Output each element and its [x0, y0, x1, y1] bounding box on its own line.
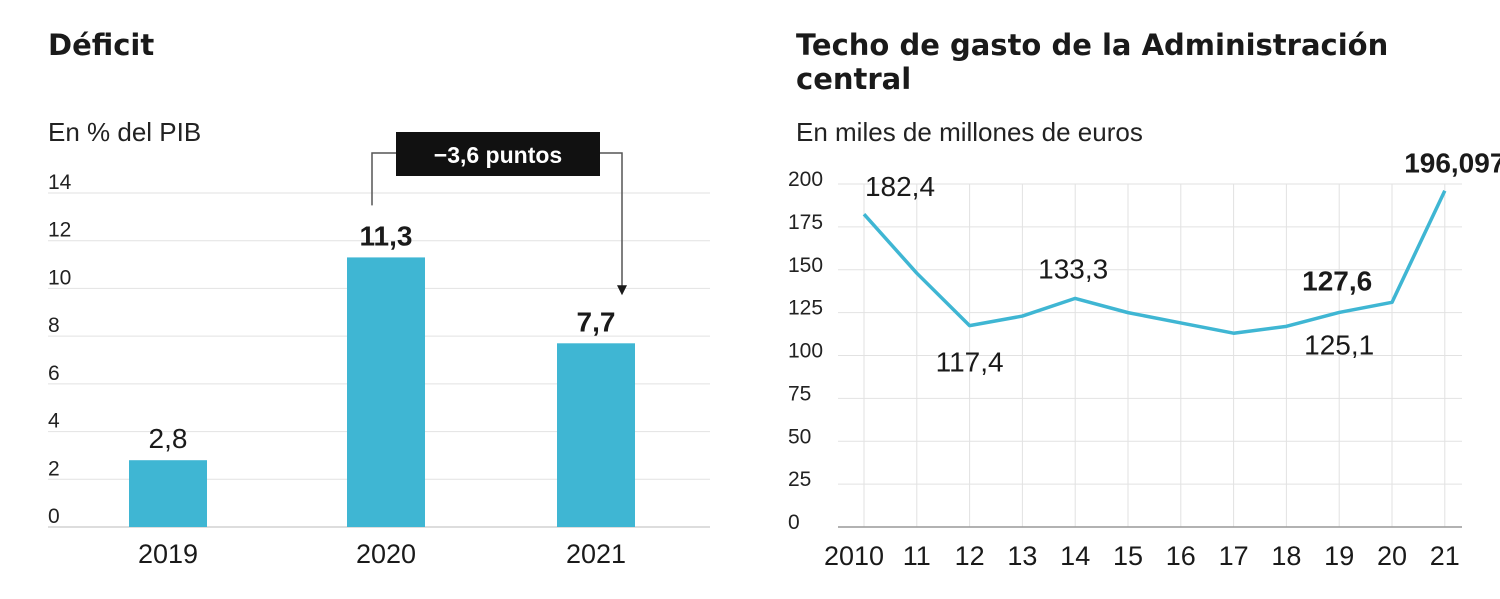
deficit-x-tick-label: 2019 — [138, 539, 198, 569]
spending-x-tick-label: 16 — [1166, 541, 1196, 571]
spending-y-tick-label: 50 — [788, 425, 811, 448]
spending-point-label: 117,4 — [936, 347, 1004, 378]
spending-x-tick-label: 2010 — [824, 541, 884, 571]
spending-y-tick-label: 25 — [788, 468, 811, 491]
deficit-y-tick-label: 6 — [48, 362, 60, 385]
spending-point-label: 133,3 — [1038, 253, 1108, 284]
deficit-x-tick-label: 2021 — [566, 539, 626, 569]
spending-x-tick-label: 18 — [1271, 541, 1301, 571]
deficit-y-tick-label: 0 — [48, 505, 60, 528]
deficit-bar — [129, 460, 207, 527]
spending-x-tick-label: 12 — [955, 541, 985, 571]
spending-x-tick-label: 19 — [1324, 541, 1354, 571]
annotation-arrowhead — [617, 285, 627, 296]
spending-y-tick-label: 100 — [788, 340, 823, 363]
deficit-chart-title: Déficit — [48, 28, 155, 62]
deficit-bar — [347, 257, 425, 527]
deficit-y-tick-label: 14 — [48, 171, 72, 194]
spending-point-label: 125,1 — [1304, 329, 1374, 360]
deficit-bar-value-label: 2,8 — [149, 423, 188, 454]
spending-y-tick-label: 0 — [788, 511, 800, 534]
spending-chart-subtitle: En miles de millones de euros — [796, 117, 1143, 147]
deficit-y-tick-label: 12 — [48, 219, 71, 242]
spending-point-label: 182,4 — [865, 171, 935, 202]
spending-point-label: 196,097 — [1404, 148, 1500, 179]
spending-x-tick-label: 13 — [1007, 541, 1037, 571]
annotation-box — [396, 132, 600, 176]
deficit-bar — [557, 343, 635, 527]
deficit-y-tick-label: 10 — [48, 266, 71, 289]
deficit-bar-value-label: 7,7 — [577, 306, 616, 337]
annotation-label: −3,6 puntos — [434, 142, 562, 168]
deficit-y-tick-label: 2 — [48, 457, 60, 480]
spending-y-tick-label: 175 — [788, 211, 823, 234]
spending-x-tick-label: 20 — [1377, 541, 1407, 571]
spending-x-tick-label: 15 — [1113, 541, 1143, 571]
deficit-bar-chart: 0 2 4 6 8 10 12 14 2,8 2019 11,3 2020 7,7 2021 −3,6 pu… — [48, 132, 710, 569]
deficit-bar-value-label: 11,3 — [360, 220, 413, 251]
spending-point-label: 127,6 — [1302, 265, 1372, 296]
deficit-y-tick-label: 4 — [48, 410, 60, 433]
spending-x-tick-label: 14 — [1060, 541, 1090, 571]
spending-y-tick-label: 125 — [788, 297, 823, 320]
spending-x-tick-label: 21 — [1430, 541, 1460, 571]
spending-chart-title: Techo de gasto de la Administración cent… — [796, 28, 1389, 96]
spending-x-tick-label: 11 — [903, 541, 931, 571]
spending-x-tick-label: 17 — [1219, 541, 1249, 571]
deficit-x-tick-label: 2020 — [356, 539, 416, 569]
spending-y-tick-label: 150 — [788, 254, 823, 277]
spending-y-tick-label: 75 — [788, 382, 811, 405]
deficit-chart-subtitle: En % del PIB — [48, 117, 202, 147]
spending-series-line — [862, 189, 1447, 335]
spending-y-tick-label: 200 — [788, 168, 823, 191]
deficit-y-tick-label: 8 — [48, 314, 60, 337]
